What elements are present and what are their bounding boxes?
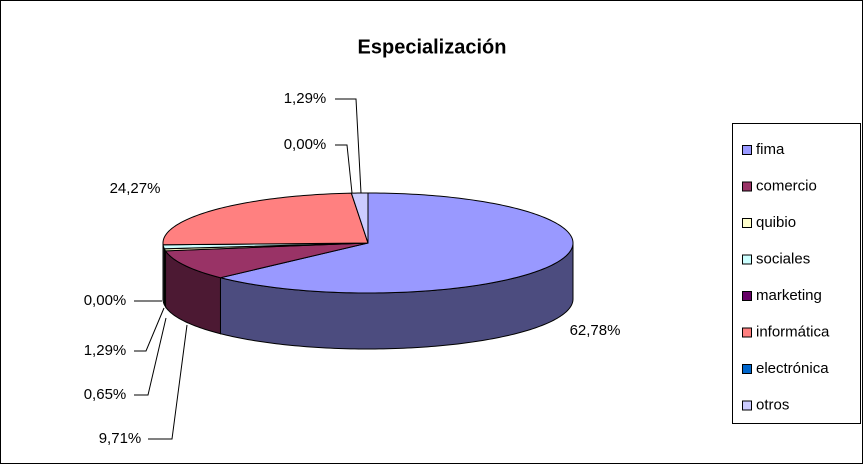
slice [350, 192, 369, 244]
legend-label: fima [756, 141, 785, 158]
leader-line [134, 307, 165, 352]
legend-label: sociales [756, 250, 810, 267]
data-label: 1,29% [284, 90, 327, 107]
leader-line [134, 317, 167, 396]
data-label: 9,71% [99, 430, 142, 447]
legend-swatch [742, 364, 752, 374]
data-label: 1,29% [84, 342, 127, 359]
legend-swatch [742, 254, 752, 265]
legend-label: electrónica [756, 360, 829, 377]
data-label: 0,00% [84, 292, 127, 309]
legend-swatch [742, 218, 752, 228]
data-label: 0,00% [284, 136, 327, 153]
legend-swatch [742, 400, 752, 411]
slice [220, 192, 574, 294]
legend-label: comercio [756, 177, 817, 194]
legend-swatch [742, 145, 752, 155]
legend-box [732, 123, 861, 424]
leader-line [335, 98, 362, 194]
data-label: 0,65% [84, 386, 127, 403]
legend-label: otros [756, 396, 789, 413]
leader-line [148, 324, 188, 440]
legend-swatch [742, 181, 752, 192]
legend-swatch [742, 327, 752, 338]
legend-label: quibio [756, 214, 796, 231]
chart-title: Especialización [358, 36, 507, 58]
legend-swatch [742, 291, 752, 301]
legend-label: marketing [756, 287, 822, 304]
data-label: 62,78% [570, 322, 621, 339]
data-label: 24,27% [110, 180, 161, 197]
slice [162, 192, 369, 246]
legend-label: informática [756, 323, 830, 340]
slice [164, 242, 369, 279]
leader-line [335, 144, 353, 194]
